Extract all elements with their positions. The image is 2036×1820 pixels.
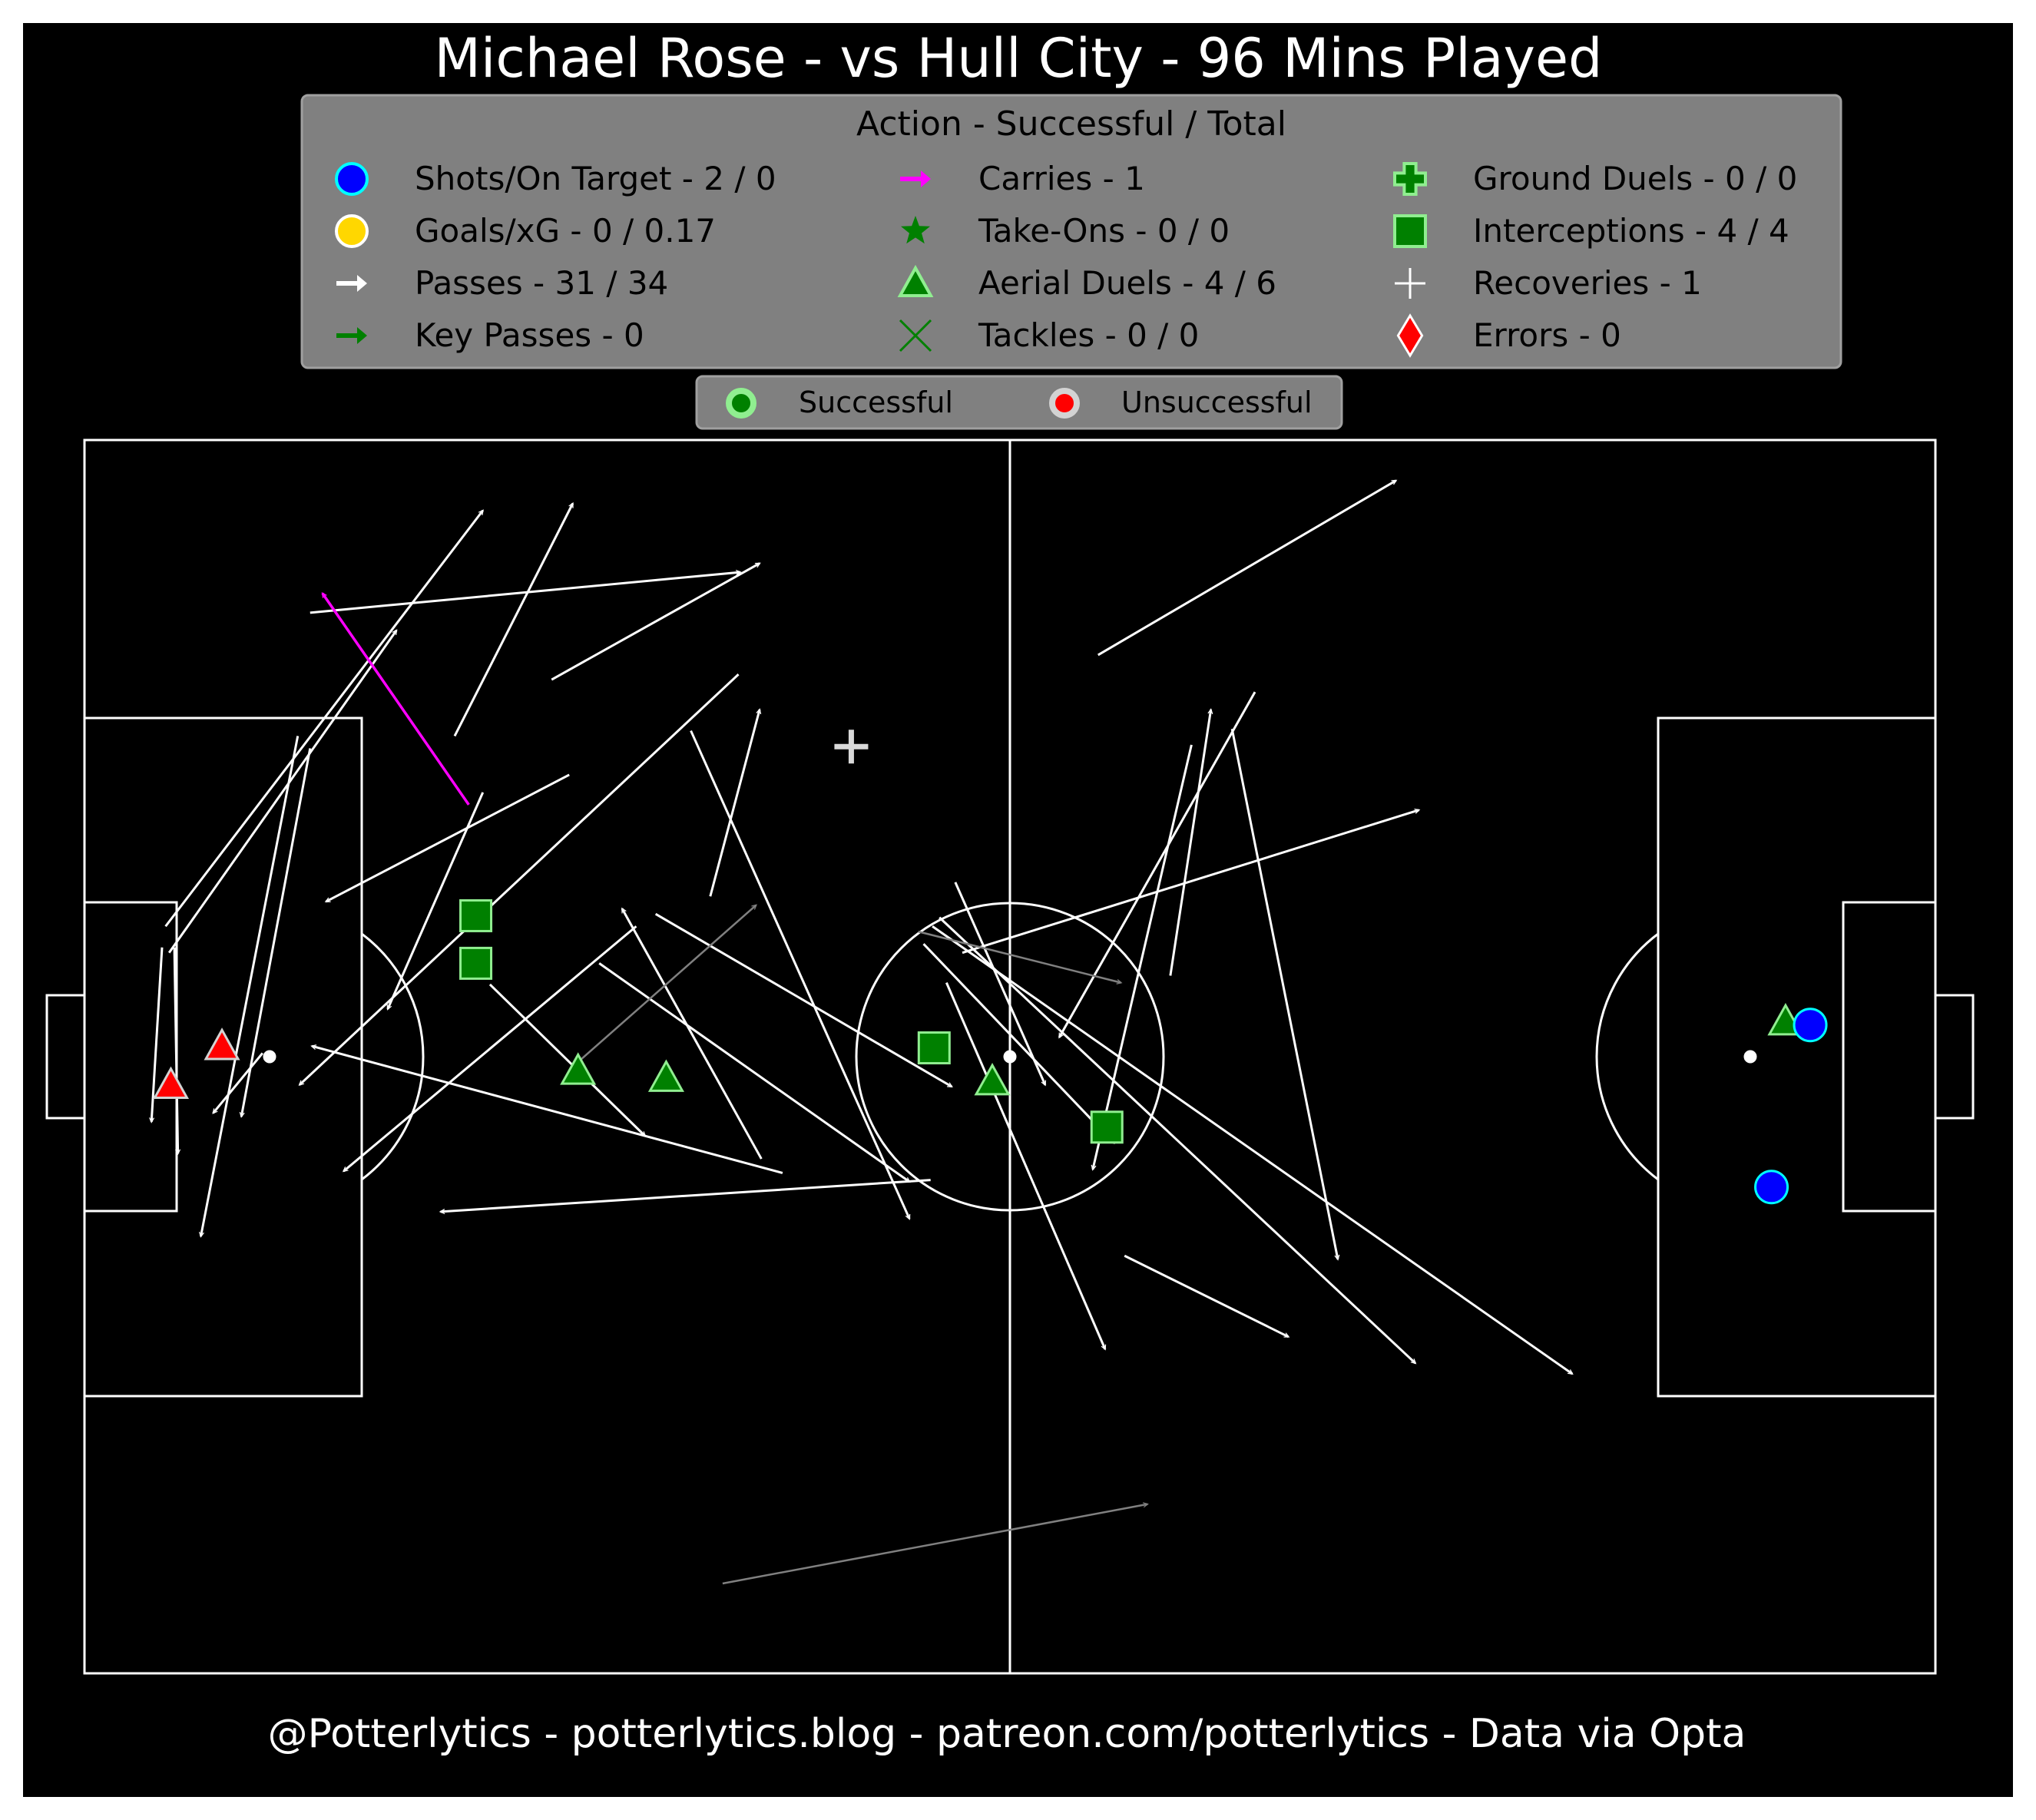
passes-layer xyxy=(148,479,1574,1585)
pass-arrow xyxy=(453,501,574,737)
pass-arrow xyxy=(148,947,164,1123)
unsuccessful-marker xyxy=(1049,388,1080,419)
legend-diamond-icon xyxy=(1396,313,1424,358)
interception-marker xyxy=(917,1031,951,1065)
legend-square-icon xyxy=(1393,214,1427,248)
legend: Action - Successful / Total Shots/On Tar… xyxy=(300,94,1842,369)
pass-arrow xyxy=(167,629,398,954)
legend-item-label: Errors - 0 xyxy=(1473,316,1621,354)
pass-arrow xyxy=(551,562,761,681)
markers-layer xyxy=(152,730,1828,1205)
legend-item-label: Shots/On Target - 2 / 0 xyxy=(415,160,776,197)
legend-plus-icon xyxy=(1395,268,1425,299)
centre-spot xyxy=(1003,1050,1017,1064)
interception-marker xyxy=(459,898,493,932)
pass-arrow xyxy=(164,509,484,928)
pass-arrow xyxy=(954,882,1047,1087)
legend-item-label: Key Passes - 0 xyxy=(415,316,644,354)
pass-arrow xyxy=(439,1179,931,1215)
pass-arrow xyxy=(386,792,485,1011)
pass-arrow xyxy=(1230,728,1340,1261)
pass-arrow xyxy=(621,907,763,1160)
legend-arrow-icon xyxy=(336,327,367,344)
legend-arrow-icon xyxy=(900,170,931,187)
shot-marker xyxy=(1754,1170,1789,1205)
pass-arrow xyxy=(962,808,1421,955)
pass-arrow xyxy=(918,930,1123,984)
legend-item-label: Passes - 31 / 34 xyxy=(415,264,668,302)
pass-arrow xyxy=(310,570,742,614)
legend-item-label: Tackles - 0 / 0 xyxy=(978,316,1199,354)
pass-arrow xyxy=(932,925,1574,1375)
legend-item-label: Interceptions - 4 / 4 xyxy=(1473,212,1789,250)
chart-title: Michael Rose - vs Hull City - 96 Mins Pl… xyxy=(435,27,1603,90)
outcome-legend: Successful Unsuccessful xyxy=(695,375,1343,430)
pass-arrow xyxy=(1169,708,1213,976)
aerial-duel-lost-marker xyxy=(152,1066,190,1100)
pass-arrow xyxy=(342,925,637,1173)
legend-star-icon xyxy=(901,216,930,244)
legend-circle-icon xyxy=(335,162,369,196)
pass-arrow xyxy=(1097,479,1398,657)
legend-item-label: Goals/xG - 0 / 0.17 xyxy=(415,212,716,250)
pass-arrow xyxy=(654,912,953,1088)
pass-arrow xyxy=(577,904,757,1063)
interception-marker xyxy=(1090,1110,1124,1144)
right-goal xyxy=(1934,994,1975,1120)
successful-label: Successful xyxy=(799,386,953,419)
pass-arrow xyxy=(1091,744,1193,1171)
right-penalty-spot xyxy=(1743,1050,1757,1064)
left-penalty-spot xyxy=(263,1050,276,1064)
pass-arrow xyxy=(198,736,300,1238)
pass-arrow xyxy=(1058,691,1256,1039)
successful-marker xyxy=(726,388,756,419)
aerial-duel-lost-marker xyxy=(204,1027,240,1061)
legend-x-icon xyxy=(899,319,932,352)
legend-item-label: Recoveries - 1 xyxy=(1473,264,1702,302)
aerial-duel-won-marker xyxy=(560,1052,597,1085)
pass-arrow xyxy=(1124,1254,1290,1339)
pass-arrow xyxy=(324,773,570,903)
interception-marker xyxy=(459,946,493,980)
pass-arrow xyxy=(709,708,762,897)
legend-plus-filled-icon xyxy=(1393,162,1427,196)
shot-marker xyxy=(1793,1008,1828,1043)
aerial-duel-won-marker xyxy=(647,1059,684,1092)
pass-arrow xyxy=(310,1044,783,1174)
legend-item-label: Take-Ons - 0 / 0 xyxy=(978,212,1230,250)
aerial-duel-won-marker xyxy=(974,1063,1011,1096)
legend-item-label: Aerial Duels - 4 / 6 xyxy=(978,264,1276,302)
pass-arrow xyxy=(488,983,647,1137)
right-penalty-arc xyxy=(1595,932,1659,1181)
pitch-lines xyxy=(45,438,1975,1675)
outcome-legend-box xyxy=(695,375,1343,430)
unsuccessful-label: Unsuccessful xyxy=(1121,386,1313,419)
legend-title: Action - Successful / Total xyxy=(856,104,1286,144)
legend-items: Shots/On Target - 2 / 0 Goals/xG - 0 / 0.… xyxy=(335,160,1797,358)
centre-circle xyxy=(855,902,1165,1212)
pass-arrow xyxy=(690,730,911,1220)
pass-arrow xyxy=(239,748,312,1118)
carry-arrow xyxy=(321,592,470,806)
pass-arrow xyxy=(298,673,740,1087)
legend-circle-icon xyxy=(335,214,369,248)
pass-arrow xyxy=(939,916,1417,1365)
pass-arrow xyxy=(922,943,1115,1144)
pass-arrow xyxy=(212,1052,263,1114)
pass-arrow xyxy=(945,982,1107,1351)
legend-box xyxy=(300,94,1842,369)
legend-item-label: Ground Duels - 0 / 0 xyxy=(1473,160,1797,197)
pass-arrow xyxy=(598,962,911,1183)
pass-arrow xyxy=(173,947,181,1156)
legend-arrow-icon xyxy=(336,275,367,292)
footer-credit: @Potterlytics - potterlytics.blog - patr… xyxy=(268,1711,1746,1757)
left-penalty-arc xyxy=(361,932,425,1181)
recovery-marker xyxy=(834,730,869,764)
pass-arrow xyxy=(722,1502,1149,1585)
legend-item-label: Carries - 1 xyxy=(978,160,1145,197)
legend-triangle-icon xyxy=(897,264,934,297)
left-goal xyxy=(45,994,86,1120)
carries-layer xyxy=(321,592,470,806)
